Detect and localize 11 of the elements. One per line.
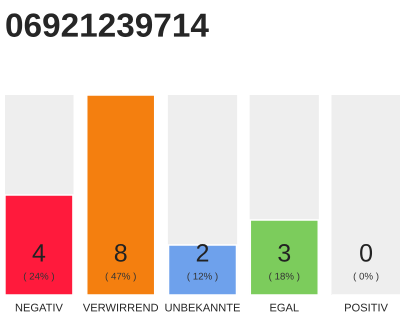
data-label: 2 ( 12% )	[187, 244, 218, 282]
x-tick-label: VERWIRREND	[82, 304, 158, 312]
x-tick-label: POSITIV	[345, 304, 388, 312]
x-tick-label: EGAL	[270, 304, 299, 312]
data-label: 4 ( 24% )	[24, 244, 54, 282]
data-label: 0 ( 0% )	[354, 244, 378, 282]
x-tick-label: UNBEKANNTE	[165, 304, 240, 312]
data-label: 3 ( 18% )	[269, 244, 300, 282]
data-label: 8 ( 47% )	[106, 244, 136, 282]
chart-title: 06921239714	[6, 13, 209, 37]
x-tick-label: NEGATIV	[16, 304, 63, 312]
